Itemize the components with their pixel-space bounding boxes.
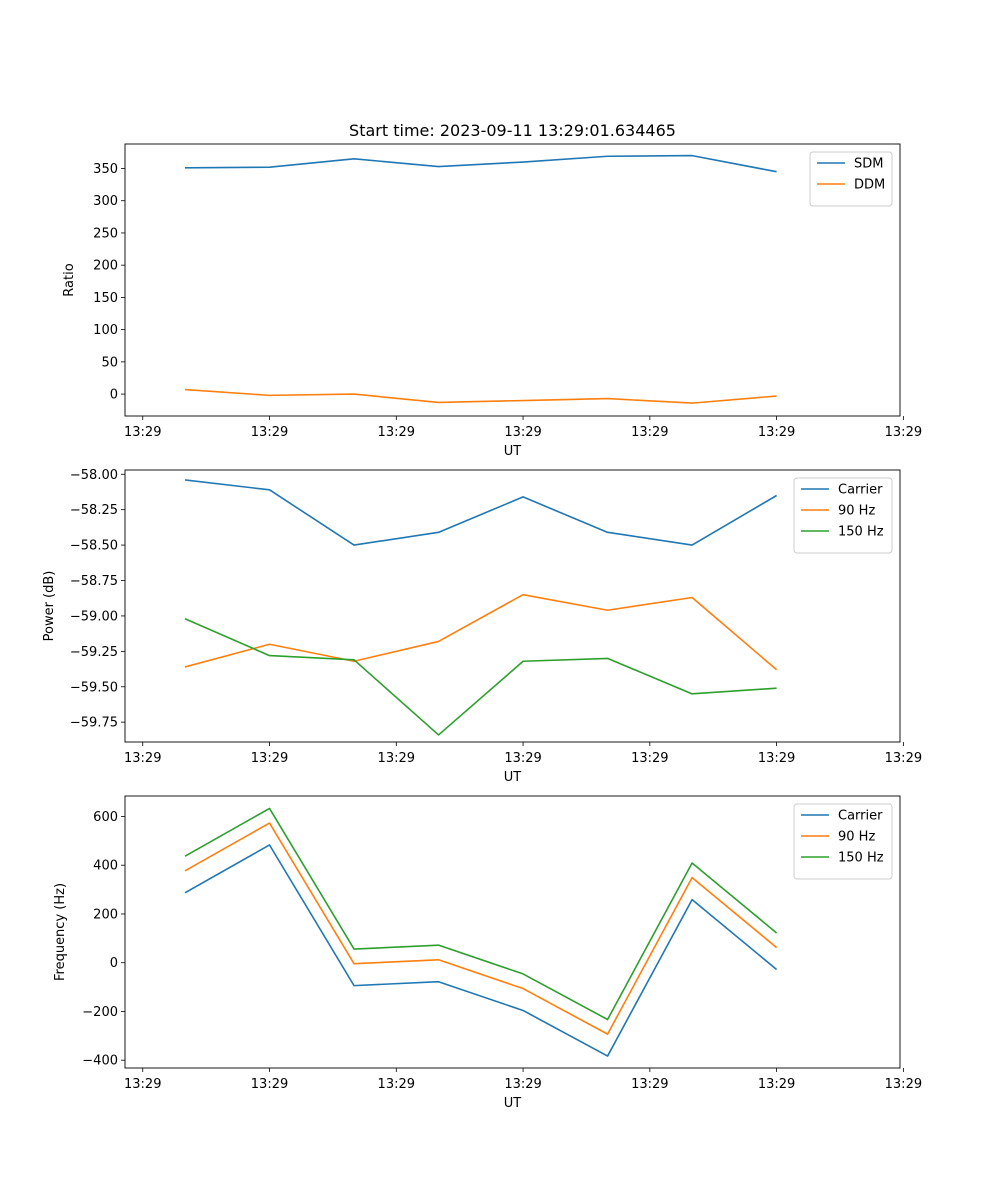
series-line-90-hz bbox=[184, 822, 778, 1035]
y-tick-label: −59.00 bbox=[70, 609, 118, 624]
x-tick-label: 13:29 bbox=[885, 1077, 922, 1092]
y-tick-label: 600 bbox=[93, 810, 118, 825]
plot-frame bbox=[124, 795, 901, 1069]
y-tick-label: 0 bbox=[110, 388, 118, 403]
plot-area bbox=[125, 144, 900, 416]
series-line-150-hz bbox=[184, 618, 777, 736]
x-tick-label: 13:29 bbox=[504, 751, 541, 766]
series-line-sdm bbox=[185, 154, 777, 173]
plot-frame bbox=[124, 469, 901, 743]
series-line-carrier bbox=[184, 479, 778, 546]
legend-label: 150 Hz bbox=[838, 851, 884, 866]
chart-panel-3: −400 −200 0 200 400 600 13:29 13:29 13:29 13:29 13… bbox=[53, 795, 922, 1111]
y-tick-label: −59.50 bbox=[70, 680, 118, 695]
legend-label: 150 Hz bbox=[838, 525, 884, 540]
x-tick-label: 13:29 bbox=[504, 1077, 541, 1092]
chart-panel-2: −59.75 −59.50 −59.25 −59.00 −58.75 −58.50 −58.… bbox=[42, 468, 922, 785]
plot-area bbox=[125, 796, 900, 1068]
figure-title: Start time: 2023-09-11 13:29:01.634465 bbox=[349, 121, 676, 140]
legend-label: SDM bbox=[854, 157, 883, 172]
x-tick-label: 13:29 bbox=[631, 425, 668, 440]
plot-area bbox=[125, 470, 900, 742]
x-tick-label: 13:29 bbox=[378, 425, 415, 440]
x-axis-label: UT bbox=[504, 444, 522, 459]
y-tick-label: −200 bbox=[82, 1005, 118, 1020]
y-tick-label: 300 bbox=[93, 194, 118, 209]
legend-label: 90 Hz bbox=[838, 830, 875, 845]
y-tick-label: 400 bbox=[93, 859, 118, 874]
legend-label: 90 Hz bbox=[838, 504, 875, 519]
y-tick-label: −58.50 bbox=[70, 539, 118, 554]
x-tick-label: 13:29 bbox=[124, 1077, 161, 1092]
x-tick-label: 13:29 bbox=[885, 751, 922, 766]
legend-label: Carrier bbox=[838, 483, 883, 498]
series-line-ddm bbox=[184, 388, 777, 404]
legend: Carrier 90 Hz 150 Hz bbox=[793, 477, 893, 554]
x-tick-label: 13:29 bbox=[378, 1077, 415, 1092]
y-tick-label: −400 bbox=[82, 1054, 118, 1069]
legend-label: DDM bbox=[854, 178, 885, 193]
x-tick-label: 13:29 bbox=[631, 1077, 668, 1092]
y-tick-label: −58.75 bbox=[70, 574, 118, 589]
chart-panel-1: 0 50 100 150 200 250 300 350 13:29 13:29 13:29 13:2… bbox=[62, 143, 922, 459]
y-axis-label: Power (dB) bbox=[42, 571, 57, 642]
y-tick-label: 150 bbox=[93, 291, 118, 306]
y-tick-label: −58.00 bbox=[70, 468, 118, 483]
x-tick-label: 13:29 bbox=[758, 1077, 795, 1092]
y-tick-label: 0 bbox=[110, 956, 118, 971]
x-tick-label: 13:29 bbox=[758, 751, 795, 766]
x-tick-label: 13:29 bbox=[758, 425, 795, 440]
y-tick-label: −58.25 bbox=[70, 503, 118, 518]
y-tick-label: 350 bbox=[93, 162, 118, 177]
series-line-carrier bbox=[184, 844, 778, 1057]
panels: 0 50 100 150 200 250 300 350 13:29 13:29 13:29 13:2… bbox=[42, 143, 922, 1111]
y-axis-label: Ratio bbox=[62, 263, 77, 296]
y-tick-label: 50 bbox=[101, 355, 118, 370]
y-tick-label: −59.75 bbox=[70, 716, 118, 731]
y-tick-label: 200 bbox=[93, 259, 118, 274]
x-tick-label: 13:29 bbox=[124, 751, 161, 766]
plot-frame bbox=[124, 143, 901, 417]
x-tick-label: 13:29 bbox=[504, 425, 541, 440]
x-tick-label: 13:29 bbox=[251, 425, 288, 440]
legend: SDM DDM bbox=[809, 151, 893, 207]
legend-box bbox=[809, 151, 893, 207]
series-line-90-hz bbox=[184, 593, 778, 671]
y-tick-label: −59.25 bbox=[70, 645, 118, 660]
legend-box bbox=[793, 803, 893, 880]
x-axis-label: UT bbox=[504, 1096, 522, 1111]
x-tick-label: 13:29 bbox=[378, 751, 415, 766]
series-line-150-hz bbox=[184, 807, 778, 1021]
x-tick-label: 13:29 bbox=[885, 425, 922, 440]
y-axis-label: Frequency (Hz) bbox=[53, 883, 68, 981]
x-tick-label: 13:29 bbox=[631, 751, 668, 766]
x-axis-label: UT bbox=[504, 770, 522, 785]
y-tick-label: 100 bbox=[93, 323, 118, 338]
y-tick-label: 200 bbox=[93, 907, 118, 922]
x-tick-label: 13:29 bbox=[251, 751, 288, 766]
legend-box bbox=[793, 477, 893, 554]
x-tick-label: 13:29 bbox=[124, 425, 161, 440]
legend-label: Carrier bbox=[838, 809, 883, 824]
legend: Carrier 90 Hz 150 Hz bbox=[793, 803, 893, 880]
x-tick-label: 13:29 bbox=[251, 1077, 288, 1092]
y-tick-label: 250 bbox=[93, 226, 118, 241]
